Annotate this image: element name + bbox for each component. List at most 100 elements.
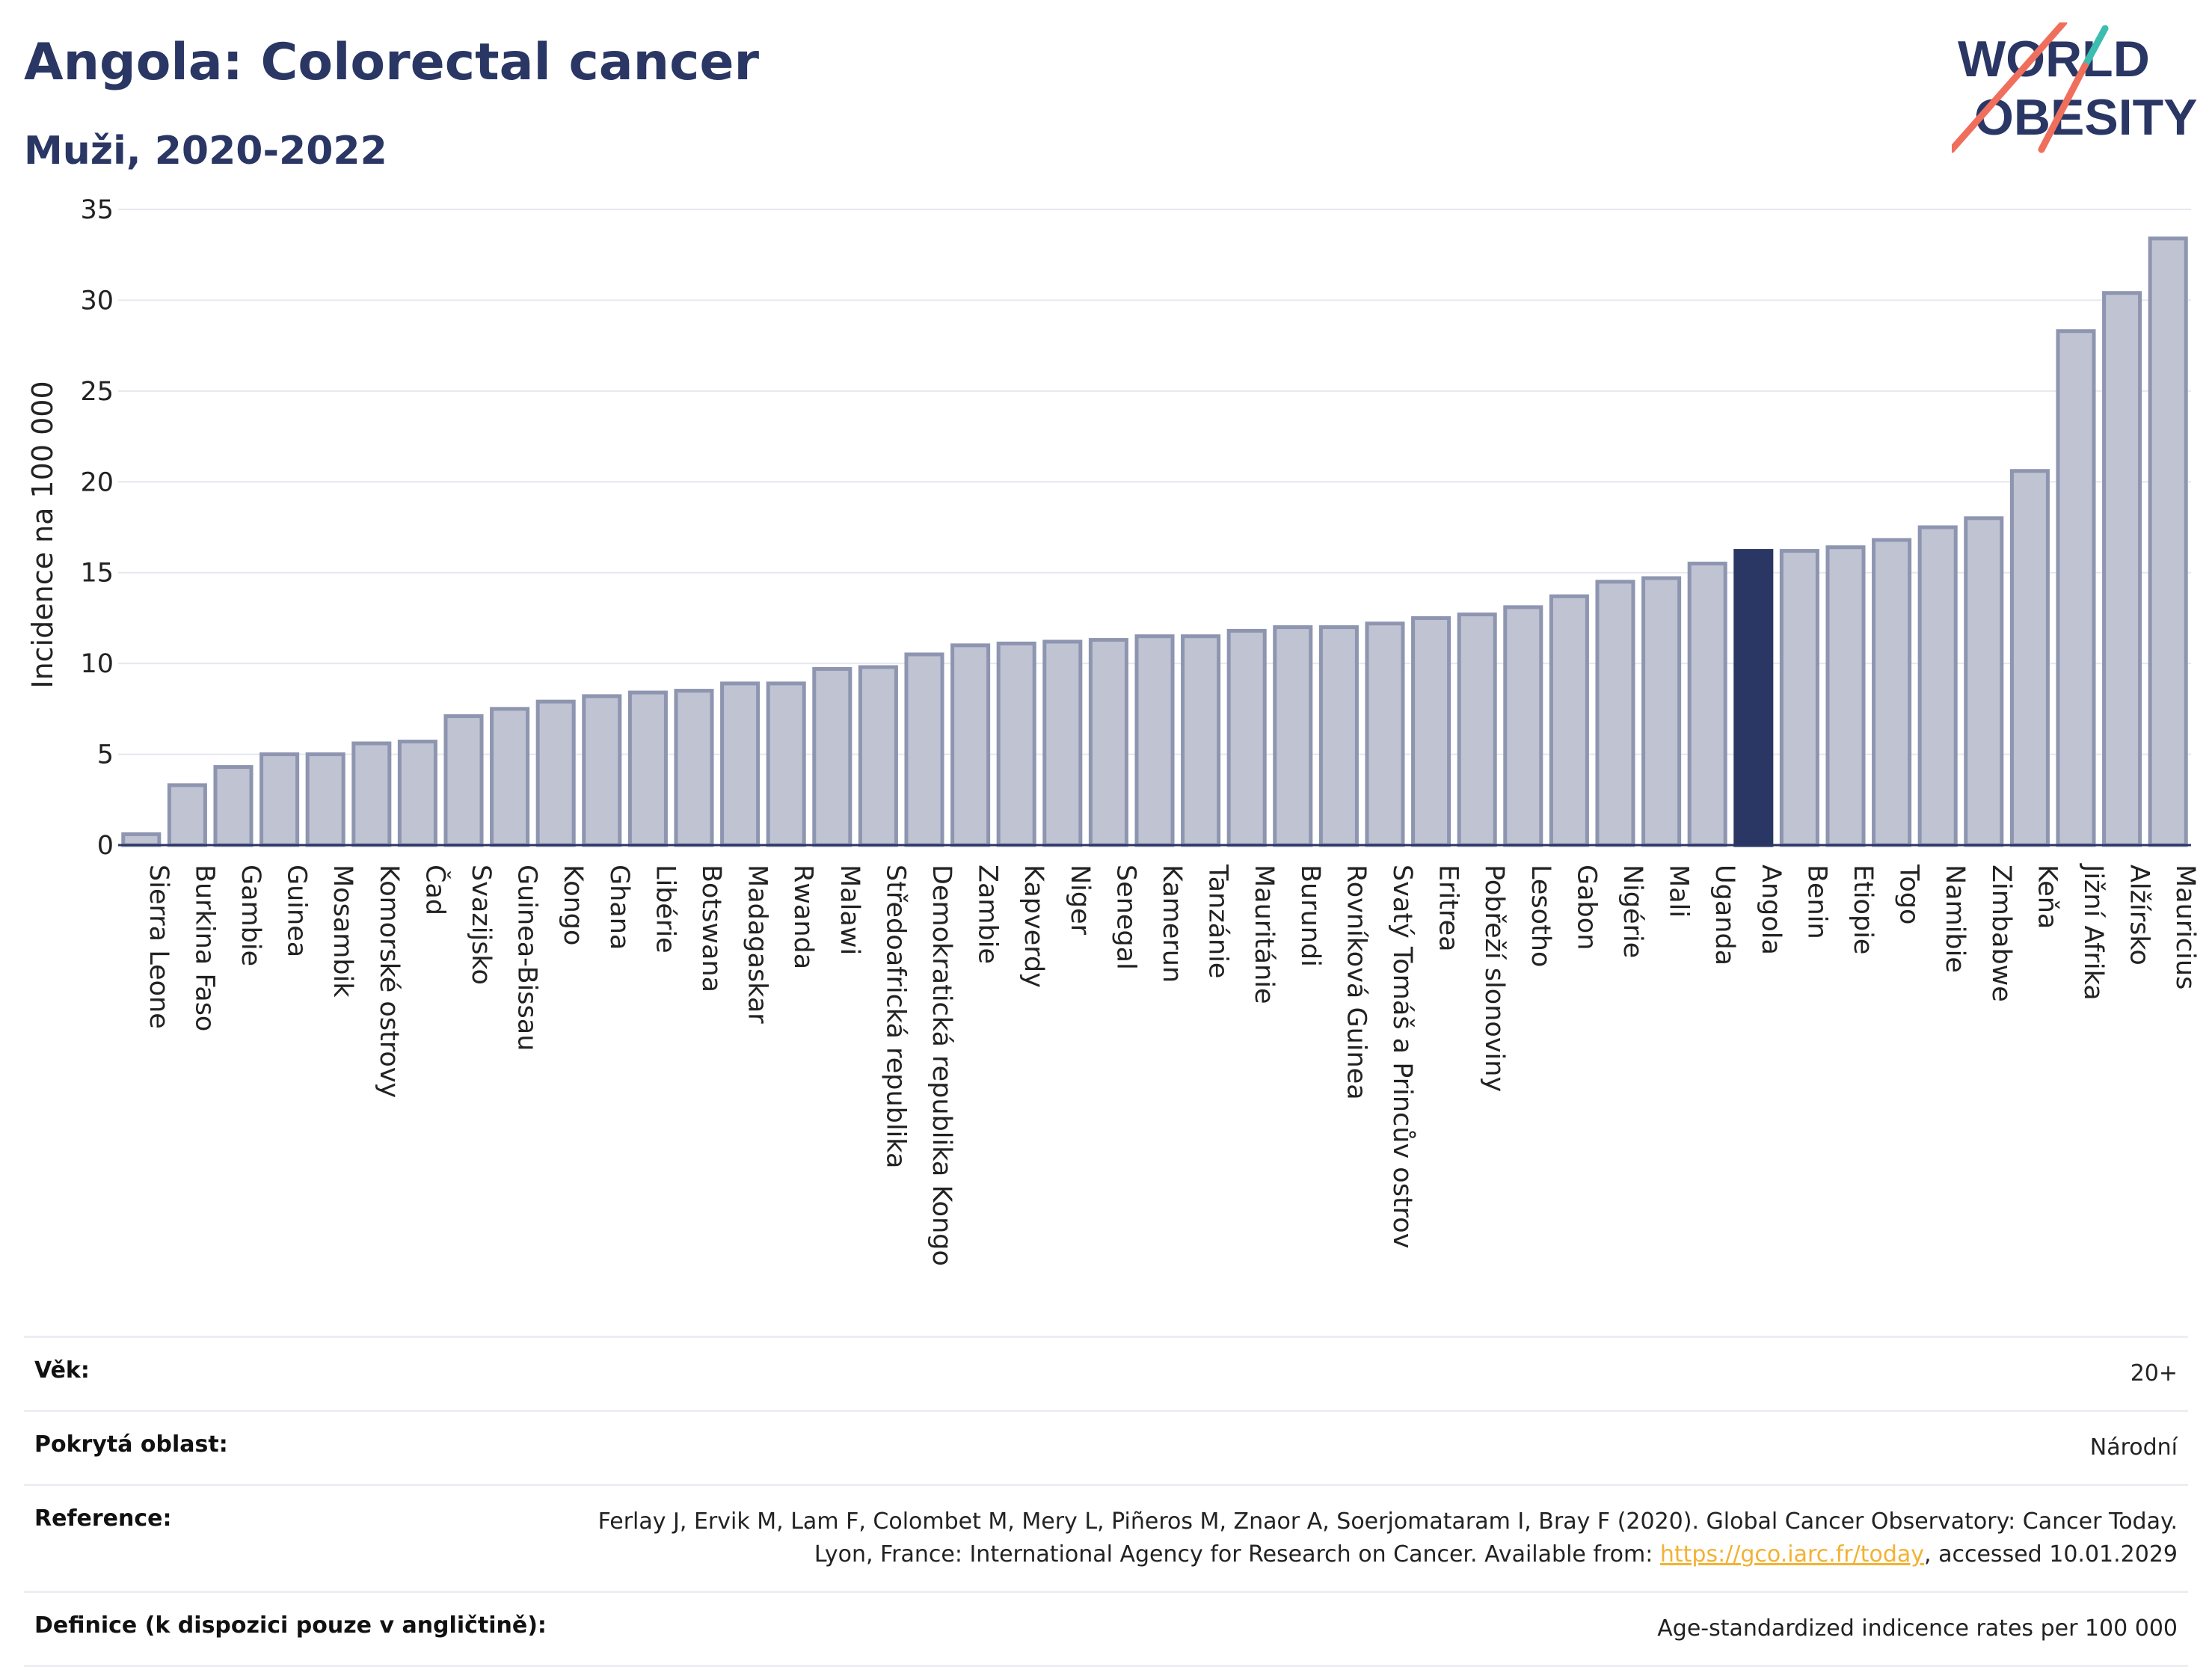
meta-label-age: Věk: (34, 1357, 90, 1384)
y-tick-label: 20 (80, 467, 114, 497)
bar-8 (490, 707, 530, 847)
x-tick-label: Zambie (973, 865, 1003, 964)
bar-37 (1825, 545, 1866, 847)
x-tick-label: Angola (1756, 865, 1786, 955)
meta-row-age: Věk: 20+ (24, 1336, 2188, 1410)
bar-25 (1273, 625, 1313, 847)
bar-42 (2056, 329, 2096, 847)
y-tick-label: 25 (80, 377, 114, 407)
bar-0 (121, 832, 162, 847)
x-tick-label: Alžírsko (2125, 865, 2154, 965)
bar-3 (259, 752, 300, 847)
logo-slash-coral-icon (1952, 22, 2068, 153)
chart-title: Angola: Colorectal cancer (24, 33, 760, 92)
bar-29 (1457, 613, 1497, 847)
x-tick-label: Sierra Leone (144, 865, 173, 1029)
x-tick-label: Uganda (1709, 865, 1739, 965)
bar-21 (1088, 638, 1128, 847)
bar-17 (904, 652, 944, 847)
bar-36 (1779, 549, 1819, 847)
bar-35 (1733, 549, 1774, 847)
x-tick-label: Mosambik (328, 865, 357, 998)
logo-text-world: WORLD (1958, 31, 2150, 88)
bar-13 (720, 681, 761, 847)
logo-slash-red-icon (2038, 62, 2089, 153)
y-tick-label: 15 (80, 559, 114, 589)
bar-chart: 0 5 10 15 20 25 30 35 Sierra Leone Burkina Faso G… (26, 195, 2200, 1266)
meta-value-reference: Ferlay J, Ervik M, Lam F, Colombet M, Me… (532, 1505, 2178, 1571)
x-tick-label: Kongo (558, 865, 588, 945)
reference-accessed: , accessed 10.01.2029 (1924, 1541, 2178, 1568)
logo-text-obesity: OBESITY (1974, 89, 2198, 146)
y-tick-label: 5 (97, 740, 114, 770)
bar-31 (1549, 594, 1589, 847)
chart-subtitle: Muži, 2020-2022 (24, 129, 387, 174)
meta-label-coverage: Pokrytá oblast: (34, 1431, 228, 1458)
x-tick-label: Eritrea (1434, 865, 1463, 952)
meta-row-reference: Reference: Ferlay J, Ervik M, Lam F, Col… (24, 1484, 2188, 1591)
x-tick-label: Botswana (696, 865, 726, 992)
bar-14 (766, 681, 806, 847)
x-tick-label: Komorské ostrovy (374, 865, 404, 1098)
x-tick-label: Malawi (835, 865, 864, 955)
bar-30 (1503, 605, 1543, 847)
x-tick-label: Benin (1801, 865, 1831, 939)
x-tick-label: Středoafrická republika (880, 865, 910, 1168)
meta-value-age: 20+ (2130, 1360, 2178, 1387)
bar-4 (305, 752, 345, 847)
bar-43 (2102, 291, 2142, 847)
x-tick-label: Tanzánie (1203, 864, 1233, 978)
x-tick-label: Zimbabwe (1986, 865, 2016, 1002)
x-tick-label: Mali (1664, 865, 1694, 918)
x-tick-label: Rovníková Guinea (1341, 865, 1371, 1100)
metadata-table: Věk: 20+ Pokrytá oblast: Národní Referen… (24, 1336, 2188, 1667)
meta-row-coverage: Pokrytá oblast: Národní (24, 1410, 2188, 1484)
bars (121, 236, 2188, 847)
x-tick-label: Senegal (1110, 865, 1140, 970)
x-axis-labels: Sierra Leone Burkina Faso Gambie Guinea Mosa… (144, 863, 2200, 1266)
bar-41 (2009, 469, 2050, 847)
bar-39 (1917, 525, 1958, 847)
x-tick-label: Jižní Afrika (2078, 863, 2108, 1001)
y-tick-label: 0 (97, 831, 114, 861)
x-tick-label: Gambie (236, 865, 265, 966)
y-tick-label: 30 (80, 286, 114, 316)
bar-18 (950, 643, 991, 847)
reference-link[interactable]: https://gco.iarc.fr/today (1659, 1541, 1925, 1568)
x-tick-label: Gabon (1571, 865, 1601, 950)
bar-16 (858, 665, 898, 847)
bar-20 (1042, 639, 1083, 847)
x-tick-label: Demokratická republika Kongo (927, 865, 956, 1266)
bar-24 (1226, 628, 1267, 847)
x-tick-label: Svatý Tomáš a Princův ostrov (1387, 865, 1417, 1248)
x-tick-label: Mauritánie (1249, 865, 1279, 1004)
x-tick-label: Etiopie (1848, 865, 1878, 954)
bar-33 (1641, 576, 1682, 847)
x-tick-label: Svazijsko (466, 865, 496, 985)
x-tick-label: Ghana (604, 865, 634, 950)
bar-34 (1687, 562, 1727, 847)
x-tick-label: Nigérie (1617, 865, 1647, 958)
bar-15 (812, 666, 852, 847)
logo-slash-teal-icon (2081, 25, 2109, 70)
bar-10 (582, 694, 622, 847)
bar-44 (2148, 236, 2188, 847)
meta-label-reference: Reference: (34, 1505, 172, 1532)
bar-2 (213, 765, 254, 847)
bar-1 (167, 783, 207, 847)
bar-6 (397, 740, 437, 847)
meta-label-definition: Definice (k dispozici pouze v angličtině… (34, 1612, 547, 1639)
y-tick-label: 35 (80, 195, 114, 225)
bar-32 (1595, 580, 1635, 847)
x-tick-label: Keňa (2032, 865, 2062, 929)
y-tick-label: 10 (80, 649, 114, 679)
x-tick-label: Burkina Faso (189, 865, 219, 1031)
world-obesity-logo: WORLD OBESITY (1952, 22, 2198, 153)
bar-23 (1181, 634, 1221, 847)
bar-27 (1365, 621, 1405, 847)
bar-11 (627, 690, 668, 847)
x-tick-label: Togo (1894, 864, 1924, 924)
x-tick-label: Mauricius (2170, 865, 2200, 989)
x-tick-label: Namibie (1940, 865, 1970, 973)
x-tick-label: Rwanda (788, 865, 818, 969)
